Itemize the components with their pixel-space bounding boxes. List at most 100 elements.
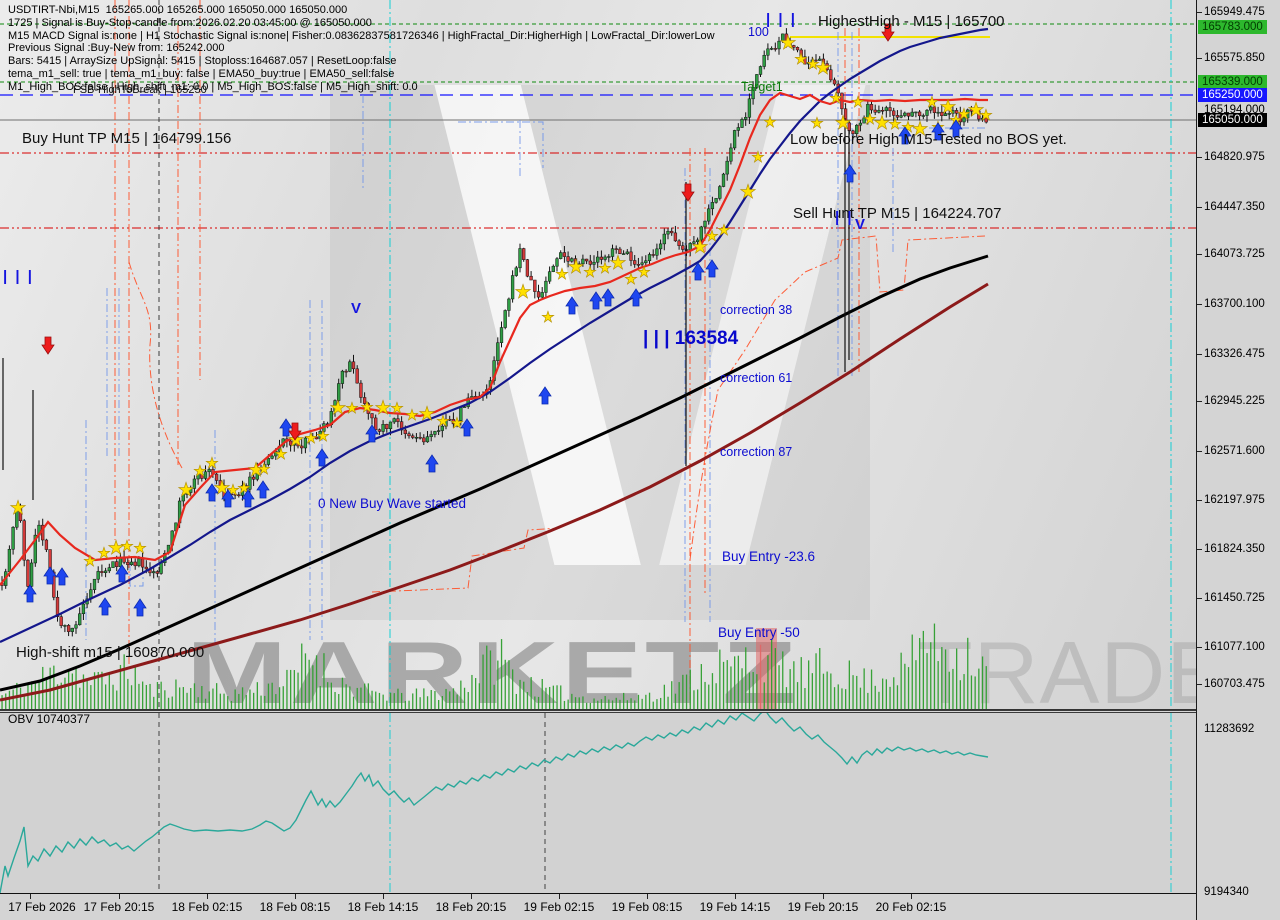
signal-star-icon: ★ xyxy=(193,462,206,480)
buy-arrow-icon xyxy=(365,424,379,443)
price-label: 163326.475 xyxy=(1204,348,1265,360)
time-tick xyxy=(911,894,912,899)
buy-arrow-icon xyxy=(538,386,552,405)
signal-star-icon: ★ xyxy=(598,259,611,277)
buy-arrow-icon xyxy=(279,418,293,437)
signal-star-icon: ★ xyxy=(120,537,133,555)
price-tick xyxy=(1197,58,1202,59)
buy-arrow-icon xyxy=(115,564,129,583)
time-tick xyxy=(647,894,648,899)
signal-star-icon: ★ xyxy=(863,110,876,128)
price-label: 164820.975 xyxy=(1204,151,1265,163)
price-tick xyxy=(1197,598,1202,599)
signal-star-icon: ★ xyxy=(418,403,435,425)
price-tick xyxy=(1197,549,1202,550)
signal-star-icon: ★ xyxy=(436,412,449,430)
time-label: 20 Feb 02:15 xyxy=(875,900,947,914)
buy-arrow-icon xyxy=(931,122,945,141)
buy-arrow-icon xyxy=(241,489,255,508)
price-tick xyxy=(1197,401,1202,402)
price-tick xyxy=(1197,207,1202,208)
price-label-blue: 165250.000 xyxy=(1198,88,1267,102)
price-label: 162197.975 xyxy=(1204,494,1265,506)
signal-star-icon: ★ xyxy=(957,105,970,123)
signal-star-icon: ★ xyxy=(97,544,110,562)
signal-star-icon: ★ xyxy=(257,460,270,478)
main-chart-panel[interactable]: MARKETZ TRADE ★ ★ ★ ★ ★ ★ ★ ★ ★ ★ ★ ★ ★ ★ ★ ★ ★ ★ ★ ★ ★ ★ ★ ★ ★ ★… xyxy=(0,0,1226,722)
signal-star-icon: ★ xyxy=(83,552,96,570)
signal-star-icon: ★ xyxy=(967,99,984,121)
price-label: 165949.475 xyxy=(1204,6,1265,18)
buy-arrow-icon xyxy=(425,454,439,473)
signal-star-icon: ★ xyxy=(888,115,901,133)
sell-arrow-icon xyxy=(288,422,302,441)
time-label: 19 Feb 02:15 xyxy=(523,900,595,914)
time-tick xyxy=(30,894,31,899)
sell-arrow-icon xyxy=(41,336,55,355)
panel-separator-top[interactable] xyxy=(0,710,1196,711)
buy-arrow-icon xyxy=(691,262,705,281)
time-tick xyxy=(383,894,384,899)
signal-star-icon: ★ xyxy=(925,93,938,111)
signal-star-icon: ★ xyxy=(107,537,124,559)
signal-star-icon: ★ xyxy=(567,256,584,278)
buy-arrow-icon xyxy=(629,288,643,307)
signal-star-icon: ★ xyxy=(814,57,831,79)
buy-arrow-icon xyxy=(843,164,857,183)
signal-star-icon: ★ xyxy=(806,55,819,73)
panel-separator-bottom[interactable] xyxy=(0,712,1196,713)
buy-arrow-icon xyxy=(98,597,112,616)
signal-star-icon: ★ xyxy=(247,459,264,481)
signal-star-icon: ★ xyxy=(637,263,650,281)
price-label: 162571.600 xyxy=(1204,445,1265,457)
time-label: 18 Feb 02:15 xyxy=(171,900,243,914)
price-tick xyxy=(1197,354,1202,355)
signal-star-icon: ★ xyxy=(541,308,554,326)
signal-star-icon: ★ xyxy=(834,112,851,134)
signal-star-icon: ★ xyxy=(304,429,317,447)
signal-star-icon: ★ xyxy=(514,281,531,303)
price-label: 161077.100 xyxy=(1204,641,1265,653)
signal-star-icon: ★ xyxy=(316,427,329,445)
buy-arrow-icon xyxy=(23,584,37,603)
price-label: 162945.225 xyxy=(1204,395,1265,407)
time-label: 18 Feb 08:15 xyxy=(259,900,331,914)
signal-star-icon: ★ xyxy=(450,414,463,432)
price-tick xyxy=(1197,684,1202,685)
signal-star-icon: ★ xyxy=(717,221,730,239)
buy-arrow-icon xyxy=(256,480,270,499)
time-axis[interactable]: 17 Feb 2026 17 Feb 20:15 18 Feb 02:15 18 Fe… xyxy=(0,893,1196,920)
price-tick xyxy=(1197,304,1202,305)
time-label: 18 Feb 14:15 xyxy=(347,900,419,914)
price-tick xyxy=(1197,500,1202,501)
buy-arrow-icon xyxy=(565,296,579,315)
buy-arrow-icon xyxy=(601,288,615,307)
time-tick xyxy=(559,894,560,899)
buy-arrow-icon xyxy=(705,259,719,278)
sell-arrow-icon xyxy=(681,183,695,202)
price-label: 161824.350 xyxy=(1204,543,1265,555)
volume-highlight-band xyxy=(756,628,777,709)
price-tick xyxy=(1197,647,1202,648)
time-tick xyxy=(207,894,208,899)
buy-arrow-icon xyxy=(949,119,963,138)
buy-arrow-icon xyxy=(589,291,603,310)
buy-arrow-icon xyxy=(55,567,69,586)
main-chart-canvas[interactable]: ★★ ★★★ ★★★★★★★★★★★ ★★★★ ★ ★★ ★ ★ ★ ★★★★★★ ★★★ ★★★★★… xyxy=(0,0,1196,710)
signal-star-icon: ★ xyxy=(177,479,194,501)
signal-star-icon: ★ xyxy=(624,270,637,288)
obv-canvas[interactable] xyxy=(0,713,1196,893)
price-label-green: 165339.000 xyxy=(1198,75,1267,89)
price-axis[interactable]: 165949.475 165575.850 164820.975 164447.350… xyxy=(1196,0,1280,920)
signal-star-icon: ★ xyxy=(360,398,373,416)
price-tick xyxy=(1197,451,1202,452)
signal-star-icon: ★ xyxy=(555,265,568,283)
signal-star-icon: ★ xyxy=(133,539,146,557)
obv-indicator-panel[interactable] xyxy=(0,713,1196,893)
signal-star-icon: ★ xyxy=(779,32,796,54)
sell-arrow-icon xyxy=(881,23,895,42)
signal-star-icon: ★ xyxy=(763,113,776,131)
buy-arrow-icon xyxy=(898,126,912,145)
signal-star-icon: ★ xyxy=(851,93,864,111)
